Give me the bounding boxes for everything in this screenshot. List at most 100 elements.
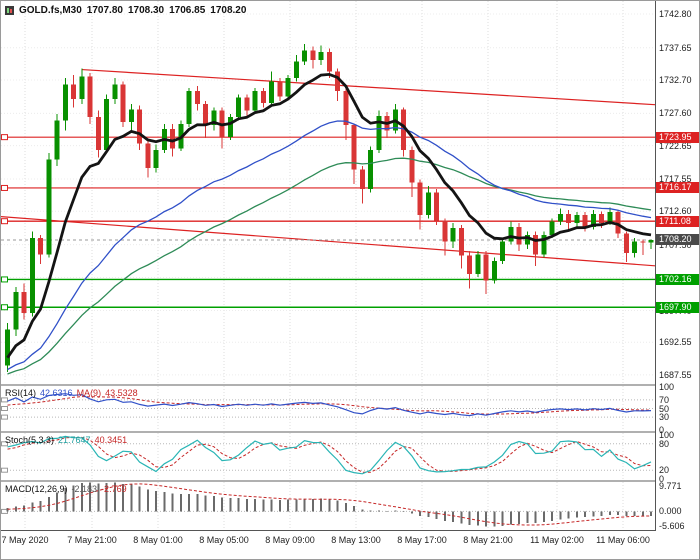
price-line-label: 1716.17: [656, 182, 699, 194]
candle-up: [285, 78, 291, 97]
time-tick-label: 8 May 09:00: [265, 535, 315, 545]
candle-down: [21, 292, 27, 314]
rsi-indicator-label: RSI(14) 42.6316 MA(9) 43.5328: [5, 388, 138, 398]
candle-up: [153, 149, 159, 169]
candle-up: [227, 117, 233, 137]
rsi-line: [7, 393, 652, 417]
current-price-label: 1708.20: [656, 234, 699, 246]
candle-up: [128, 109, 134, 122]
rsi-panel-canvas[interactable]: [1, 386, 655, 431]
price-line-label: 1723.95: [656, 131, 699, 143]
stoch-main-line: [7, 435, 652, 475]
price-axis[interactable]: 1742.80 1737.65 1732.70 1727.60 1722.65 1717.…: [656, 1, 699, 531]
candle-down: [137, 109, 142, 144]
main-chart-canvas[interactable]: [1, 1, 655, 384]
candle-up: [491, 260, 497, 281]
time-tick-label: 11 May 02:00: [530, 535, 584, 545]
candle-down: [458, 228, 464, 256]
symbol-icon[interactable]: [5, 6, 14, 15]
candle-down: [203, 104, 208, 126]
candle-up: [46, 159, 52, 255]
trend-line[interactable]: [81, 68, 655, 106]
time-tick-label: 8 May 17:00: [397, 535, 447, 545]
macd-value: -2.183: [71, 484, 98, 494]
macd-signal-line: [7, 483, 652, 526]
candle-up: [252, 91, 258, 111]
stoch-indicator-label: Stoch(5,3,3) 21.7647 40.3451: [5, 435, 127, 445]
candle-down: [640, 241, 646, 243]
macd-histogram: [6, 482, 652, 527]
macd-axis-label: 0.000: [659, 506, 682, 517]
time-tick-label: 8 May 21:00: [463, 535, 513, 545]
candle-down: [417, 182, 423, 216]
candle-up: [54, 120, 60, 160]
candle-down: [483, 254, 489, 281]
candle-down: [71, 84, 76, 99]
candle-up: [549, 221, 555, 235]
candle-up: [318, 51, 324, 60]
stoch-axis-label: 20: [659, 465, 670, 476]
candle-up: [104, 98, 109, 150]
candle-down: [359, 169, 365, 190]
candle-up: [293, 61, 299, 79]
time-axis[interactable]: 7 May 2020 7 May 21:00 8 May 01:00 8 May 05…: [1, 531, 699, 559]
rsi-axis-label: 70: [659, 394, 670, 405]
trend-line[interactable]: [1, 216, 655, 267]
price-tick-label: 1742.80: [659, 9, 692, 20]
price-tick-label: 1687.55: [659, 369, 692, 380]
candle-up: [524, 234, 530, 245]
price-line-label: 1702.16: [656, 273, 699, 285]
candle-up: [450, 228, 456, 242]
candle-down: [599, 213, 604, 224]
candle-down: [95, 117, 101, 150]
candle-up: [425, 192, 431, 216]
candle-down: [615, 211, 621, 234]
ma-fast-line: [6, 72, 652, 359]
open-value: 1707.80: [86, 5, 123, 16]
macd-panel-canvas[interactable]: [1, 482, 655, 530]
candle-up: [607, 211, 613, 224]
candle-down: [277, 81, 283, 97]
line-anchor-marker: [1, 467, 8, 473]
line-anchor-marker: [1, 134, 8, 141]
stoch-axis-label: 80: [659, 438, 670, 449]
candle-up: [632, 241, 637, 254]
line-anchor-marker: [1, 441, 8, 447]
panel-divider-rsi-stoch[interactable]: [1, 431, 699, 433]
panel-divider-stoch-macd[interactable]: [1, 480, 699, 482]
stoch-panel-canvas[interactable]: [1, 433, 655, 480]
candle-up: [211, 110, 217, 126]
candle-down: [351, 125, 357, 170]
stoch-axis-label: 100: [659, 430, 675, 440]
macd-axis-label: -5.606: [659, 520, 685, 531]
candle-up: [500, 241, 505, 261]
candle-down: [582, 215, 588, 227]
rsi-ma-value: 43.5328: [105, 388, 138, 398]
price-axis-separator: [655, 1, 656, 531]
candle-down: [260, 91, 266, 103]
panel-divider-main-rsi[interactable]: [1, 384, 699, 386]
macd-name: MACD(12,26,9): [5, 484, 68, 494]
macd-indicator-label: MACD(12,26,9) -2.183 -2.769: [5, 484, 127, 494]
line-anchor-marker: [1, 218, 8, 225]
candle-down: [170, 128, 175, 149]
macd-signal-value: -2.769: [101, 484, 127, 494]
candle-down: [516, 226, 522, 245]
stoch-value: 21.7647: [58, 435, 91, 445]
candle-up: [186, 91, 192, 124]
price-tick-label: 1722.65: [659, 140, 692, 151]
candle-down: [442, 220, 448, 242]
rsi-axis-label: 30: [659, 412, 670, 423]
candle-down: [326, 51, 332, 72]
price-tick-label: 1712.60: [659, 206, 692, 217]
rsi-name: RSI(14): [5, 388, 37, 398]
candle-down: [401, 109, 406, 150]
time-tick-label: 8 May 01:00: [133, 535, 183, 545]
line-anchor-marker: [1, 397, 8, 403]
price-tick-label: 1737.65: [659, 42, 692, 53]
candles-layer: [5, 44, 654, 372]
ma-mid-line: [7, 120, 652, 371]
candle-down: [467, 255, 472, 274]
candle-up: [62, 84, 68, 121]
